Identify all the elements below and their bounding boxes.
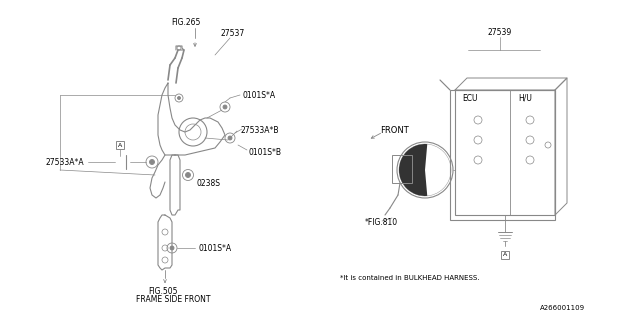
Text: 0101S*A: 0101S*A xyxy=(198,244,231,252)
Text: FRAME SIDE FRONT: FRAME SIDE FRONT xyxy=(136,295,211,305)
Text: A: A xyxy=(118,142,122,148)
Text: FRONT: FRONT xyxy=(380,125,409,134)
Text: 0101S*A: 0101S*A xyxy=(242,91,275,100)
Text: 0238S: 0238S xyxy=(196,179,220,188)
Bar xyxy=(455,90,555,215)
Bar xyxy=(116,141,124,149)
Text: A266001109: A266001109 xyxy=(540,305,585,311)
Bar xyxy=(392,155,412,183)
Circle shape xyxy=(186,172,191,178)
Circle shape xyxy=(223,105,227,109)
Circle shape xyxy=(177,97,180,100)
Bar xyxy=(450,90,555,220)
Text: 27539: 27539 xyxy=(488,28,512,36)
Text: H/U: H/U xyxy=(518,93,532,102)
Text: *FIG.810: *FIG.810 xyxy=(365,218,398,227)
Wedge shape xyxy=(399,144,428,196)
Text: FIG.505: FIG.505 xyxy=(148,287,177,297)
Text: 27537: 27537 xyxy=(220,28,244,37)
Circle shape xyxy=(228,136,232,140)
Text: 0101S*B: 0101S*B xyxy=(248,148,281,156)
Text: ECU: ECU xyxy=(462,93,477,102)
Text: 27533A*B: 27533A*B xyxy=(240,125,278,134)
Text: *It is contained in BULKHEAD HARNESS.: *It is contained in BULKHEAD HARNESS. xyxy=(340,275,479,281)
Bar xyxy=(501,251,509,259)
Text: A: A xyxy=(503,252,507,258)
Text: FIG.265: FIG.265 xyxy=(171,18,200,27)
Text: 27533A*A: 27533A*A xyxy=(45,157,84,166)
Circle shape xyxy=(170,246,174,250)
Circle shape xyxy=(150,159,154,164)
